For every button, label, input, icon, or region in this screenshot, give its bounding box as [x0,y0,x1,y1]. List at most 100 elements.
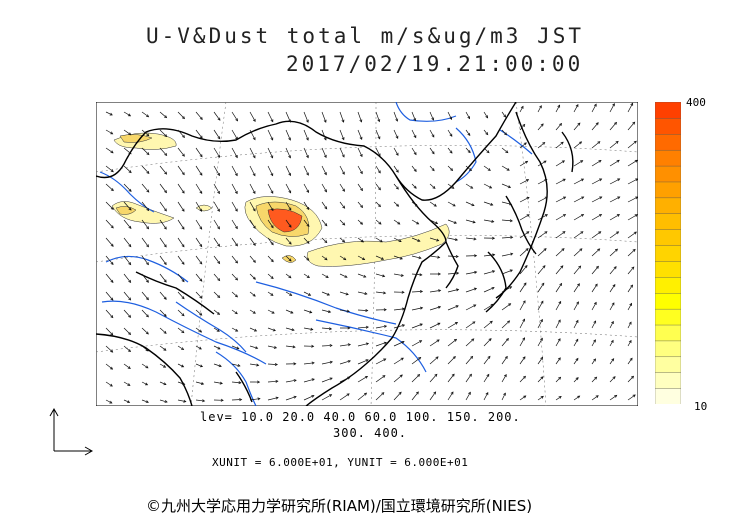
wind-vector-head [128,170,132,174]
wind-vector [591,320,596,329]
colorbar-swatch [655,149,681,167]
wind-vector-head [324,172,327,176]
wind-vector [339,291,349,295]
wind-vector-head [146,279,149,283]
wind-vector-head [199,154,203,158]
colorbar-swatch [655,181,681,199]
wind-vector-head [434,373,438,377]
wind-vector-head [629,302,632,306]
wind-vector [177,363,184,368]
wind-vector-head [450,168,454,172]
wind-vector [159,111,167,118]
wind-vector [465,271,477,275]
wind-vector-head [110,366,114,370]
wind-vector [411,374,420,383]
wind-vector-head [450,391,454,395]
wind-vector [141,129,150,136]
wind-vector [573,301,579,311]
wind-vector-head [507,185,512,189]
wind-vector [339,165,345,175]
wind-vector-head [419,323,423,327]
coast-line [235,371,253,403]
wind-vector-head [128,297,132,301]
wind-vector [231,201,238,212]
wind-vector [465,147,471,153]
wind-vector-head [473,237,477,241]
wind-vector [231,255,238,264]
wind-vector-head [436,339,440,343]
wind-vector [249,327,257,332]
colorbar-swatch [655,102,681,119]
wind-vector-head [471,203,475,207]
wind-vector-head [437,272,441,276]
wind-vector [231,111,238,122]
wind-vector-head [342,205,346,209]
wind-vector [231,129,238,140]
wind-vector-head [489,320,493,324]
wind-vector [609,358,615,365]
wind-vector [555,319,561,329]
wind-vector-head [146,114,150,118]
wind-vector-head [217,243,220,247]
wind-vector [303,111,309,123]
wind-vector-head [306,206,310,211]
wind-vector-head [544,214,548,217]
wind-vector [195,147,203,157]
wind-vector-head [252,259,256,263]
wind-vector [555,357,561,365]
wind-vector-head [253,328,258,332]
wind-vector [285,379,297,383]
wind-vector-head [216,328,220,332]
wind-vector [195,183,203,194]
wind-vector-head [145,382,149,386]
wind-vector [357,359,369,365]
wind-vector-head [306,155,309,159]
wind-vector-head [217,136,221,140]
wind-vector-head [217,172,220,177]
wind-vector-head [575,338,579,342]
wind-vector-head [597,248,601,252]
wind-vector [213,309,220,315]
wind-vector [393,219,401,225]
wind-vector [501,219,513,222]
wind-vector-head [128,207,132,211]
wind-vector [285,237,292,245]
wind-vector-head [557,319,561,323]
wind-vector-head [181,330,185,334]
wind-vector-head [270,293,274,296]
colorbar-swatch [655,165,681,183]
wind-vector-head [145,348,149,352]
wind-vector-head [163,226,167,230]
wind-vector [357,343,369,347]
wind-vector [267,291,274,296]
wind-vector [303,183,309,193]
wind-vector-head [341,137,345,141]
wind-vector-head [288,155,291,159]
wind-vector-head [146,133,150,137]
wind-vector-head [401,307,406,311]
wind-vector-head [452,356,456,360]
wind-vector-head [347,359,351,363]
wind-vector-head [235,155,238,159]
wind-vector-head [234,294,239,298]
wind-vector [519,142,527,149]
wind-vector [483,356,491,365]
wind-vector [465,201,475,206]
wind-vector-head [109,400,113,404]
wind-vector [537,248,547,257]
wind-vector-head [365,359,369,362]
wind-vector-head [288,258,292,262]
wind-vector-head [542,265,546,269]
wind-vector-head [520,105,524,109]
wind-vector [627,266,635,275]
wind-vector [249,345,258,349]
wind-vector [591,358,596,365]
wind-vector-head [455,254,459,258]
wind-vector-head [110,332,114,336]
wind-vector-head [617,178,621,182]
wind-vector-head [540,337,543,341]
wind-vector [501,392,506,401]
wind-vector [537,283,545,293]
wind-vector-head [181,261,185,265]
wind-vector [429,183,436,189]
